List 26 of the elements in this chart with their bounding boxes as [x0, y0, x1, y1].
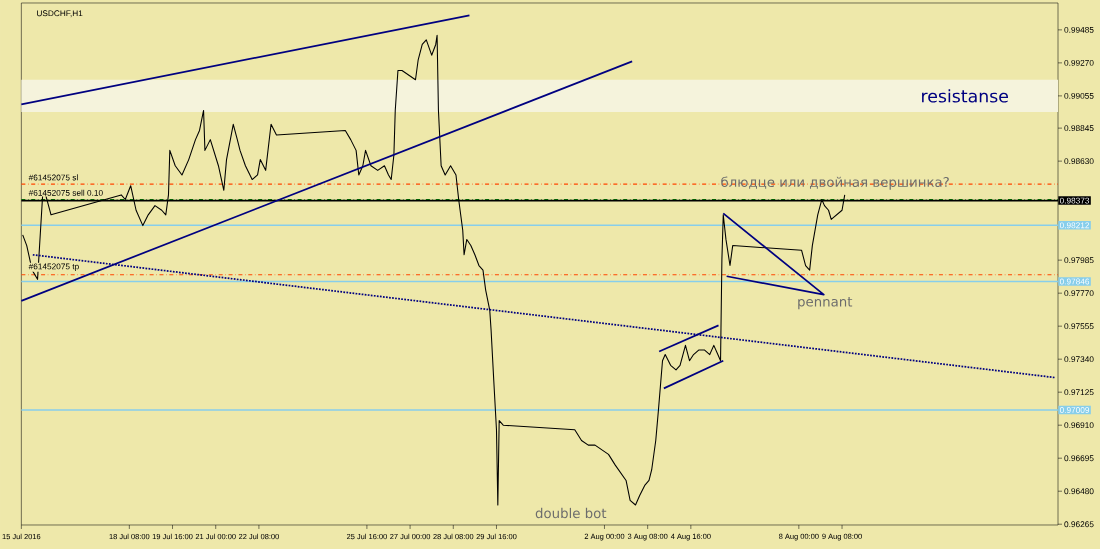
ref-line-label: 0.98212 — [1059, 222, 1090, 229]
ref-line-label: #61452075 tp — [28, 263, 79, 271]
y-tick-label: 0.97985 — [1064, 257, 1094, 264]
ref-line-label: #61452075 sell 0.10 — [28, 189, 103, 196]
annotation: double bot — [535, 507, 607, 519]
annotation: блюдце или двойная вершинка? — [721, 176, 949, 190]
y-tick-label: 0.96265 — [1064, 521, 1094, 528]
annotation: pennant — [798, 297, 853, 310]
ref-line-label: 0.97846 — [1059, 278, 1090, 285]
y-tick-label: 0.96695 — [1064, 455, 1094, 462]
y-tick-label: 0.99055 — [1064, 92, 1094, 99]
y-tick-label: 0.99485 — [1064, 26, 1094, 33]
y-tick-label: 0.97125 — [1064, 389, 1094, 396]
y-tick-label: 0.97770 — [1064, 290, 1094, 297]
ref-line-label: 0.98373 — [1059, 197, 1090, 204]
y-tick-label: 0.97555 — [1064, 323, 1094, 330]
y-tick-label: 0.98630 — [1064, 158, 1094, 165]
y-tick-label: 0.98845 — [1064, 125, 1094, 132]
y-tick-label: 0.99270 — [1064, 59, 1094, 66]
text: USDCHF,H1 — [37, 10, 83, 18]
ref-line-label: #61452075 sl — [28, 174, 78, 181]
y-tick-label: 0.96910 — [1064, 422, 1094, 429]
band-label: resistanse — [922, 89, 1008, 103]
ref-line-label: 0.97009 — [1059, 407, 1090, 413]
y-tick-label: 0.97340 — [1064, 356, 1094, 363]
y-tick-label: 0.96480 — [1064, 488, 1094, 495]
